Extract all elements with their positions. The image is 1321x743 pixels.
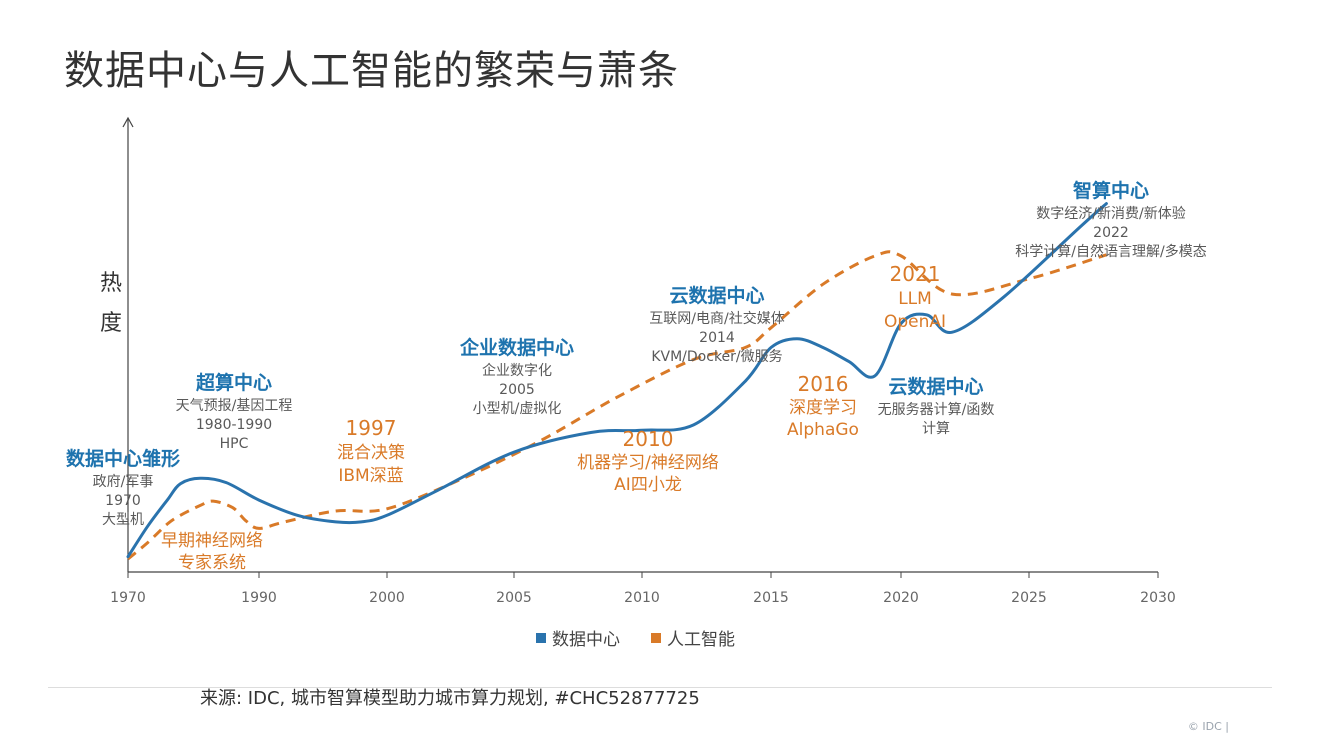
annotation-line: 机器学习/神经网络 bbox=[577, 453, 719, 473]
annotation-line: 计算 bbox=[922, 421, 950, 437]
y-axis-label: 热 bbox=[100, 271, 122, 296]
x-tick-label: 2030 bbox=[1140, 590, 1176, 606]
annotation-line: 2014 bbox=[699, 330, 735, 346]
legend-label: 人工智能 bbox=[667, 630, 735, 650]
annotation-line: 政府/军事 bbox=[93, 474, 154, 490]
annotation-title: 1997 bbox=[346, 416, 397, 440]
x-tick-label: 2010 bbox=[624, 590, 660, 606]
annotation-line: 专家系统 bbox=[178, 553, 246, 573]
annotation-line: 小型机/虚拟化 bbox=[473, 401, 562, 417]
annotation-line: 企业数字化 bbox=[482, 362, 552, 379]
x-tick-label: 2020 bbox=[883, 590, 919, 606]
source-note: 来源: IDC, 城市智算模型助力城市算力规划, #CHC52877725 bbox=[200, 688, 700, 709]
annotation-title: 企业数据中心 bbox=[459, 336, 574, 359]
annotation-line: LLM bbox=[898, 289, 932, 309]
annotation-line: 混合决策 bbox=[337, 443, 405, 463]
x-tick-label: 2000 bbox=[369, 590, 405, 606]
annotation-line: 互联网/电商/社交媒体 bbox=[649, 310, 784, 327]
annotation-line: 无服务器计算/函数 bbox=[878, 402, 995, 418]
series-line-ai bbox=[127, 250, 1107, 561]
annotation-line: 大型机 bbox=[102, 512, 144, 528]
annotation-title: 超算中心 bbox=[195, 371, 272, 394]
annotation-line: 深度学习 bbox=[789, 398, 857, 418]
annotation-title: 云数据中心 bbox=[888, 375, 983, 398]
annotation-title: 2021 bbox=[890, 262, 941, 286]
annotation-line: AI四小龙 bbox=[614, 475, 682, 495]
annotation-line: 1970 bbox=[105, 493, 141, 509]
annotation-line: 2022 bbox=[1093, 225, 1129, 241]
annotation-line: 天气预报/基因工程 bbox=[176, 397, 293, 414]
x-tick-label: 1970 bbox=[110, 590, 146, 606]
copyright: © IDC | bbox=[1187, 720, 1229, 733]
x-tick-label: 2025 bbox=[1011, 590, 1047, 606]
annotation-line: HPC bbox=[220, 436, 249, 452]
legend-label: 数据中心 bbox=[552, 630, 620, 650]
annotation-title: 早期神经网络 bbox=[161, 531, 263, 551]
annotation-line: IBM深蓝 bbox=[338, 466, 403, 486]
legend-swatch bbox=[536, 633, 546, 643]
annotation-title: 2010 bbox=[623, 427, 674, 451]
annotation-title: 智算中心 bbox=[1073, 179, 1149, 202]
y-axis-label: 度 bbox=[100, 311, 122, 336]
annotation-title: 数据中心雏形 bbox=[66, 447, 180, 470]
legend-swatch bbox=[651, 633, 661, 643]
annotation-line: 数字经济/新消费/新体验 bbox=[1036, 206, 1185, 222]
annotation-line: 科学计算/自然语言理解/多模态 bbox=[1015, 243, 1206, 260]
x-tick-label: 2015 bbox=[753, 590, 789, 606]
series-line-datacenter bbox=[126, 202, 1108, 559]
y-axis-arrow bbox=[122, 116, 134, 128]
annotation-line: 2005 bbox=[499, 382, 535, 398]
page-title: 数据中心与人工智能的繁荣与萧条 bbox=[64, 48, 679, 94]
annotation-line: KVM/Docker/微服务 bbox=[651, 349, 782, 365]
annotation-line: AlphaGo bbox=[787, 420, 859, 440]
x-tick-label: 2005 bbox=[496, 590, 532, 606]
footer-divider bbox=[48, 687, 1272, 688]
annotation-line: 1980-1990 bbox=[196, 417, 272, 433]
annotation-title: 2016 bbox=[798, 372, 849, 396]
annotation-line: OpenAI bbox=[884, 312, 946, 332]
x-tick-label: 1990 bbox=[241, 590, 277, 606]
annotation-title: 云数据中心 bbox=[669, 284, 764, 307]
